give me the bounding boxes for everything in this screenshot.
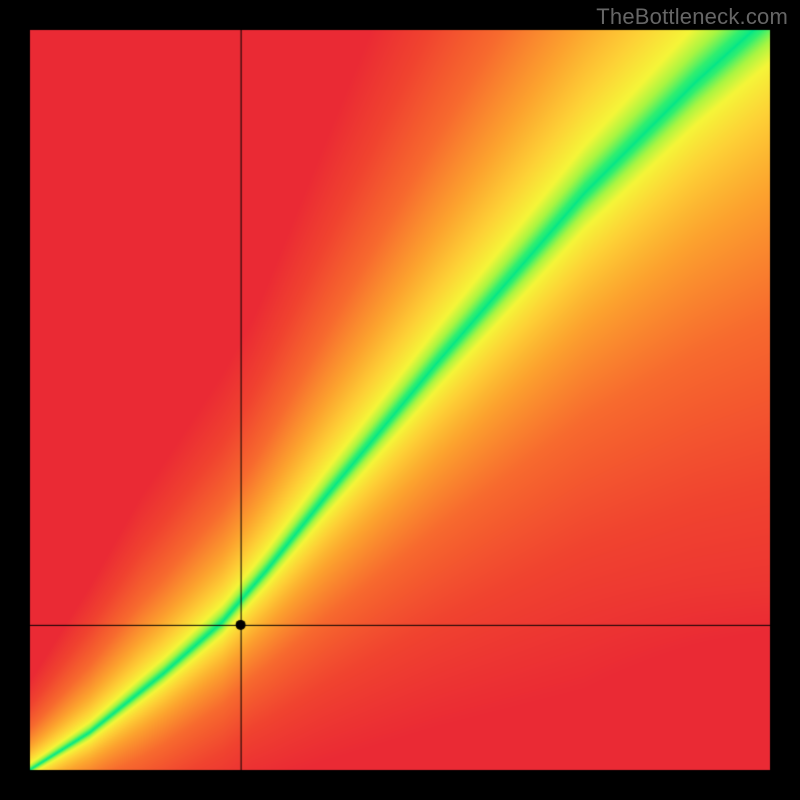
watermark-text: TheBottleneck.com bbox=[596, 4, 788, 30]
bottleneck-heatmap bbox=[0, 0, 800, 800]
chart-container: TheBottleneck.com bbox=[0, 0, 800, 800]
